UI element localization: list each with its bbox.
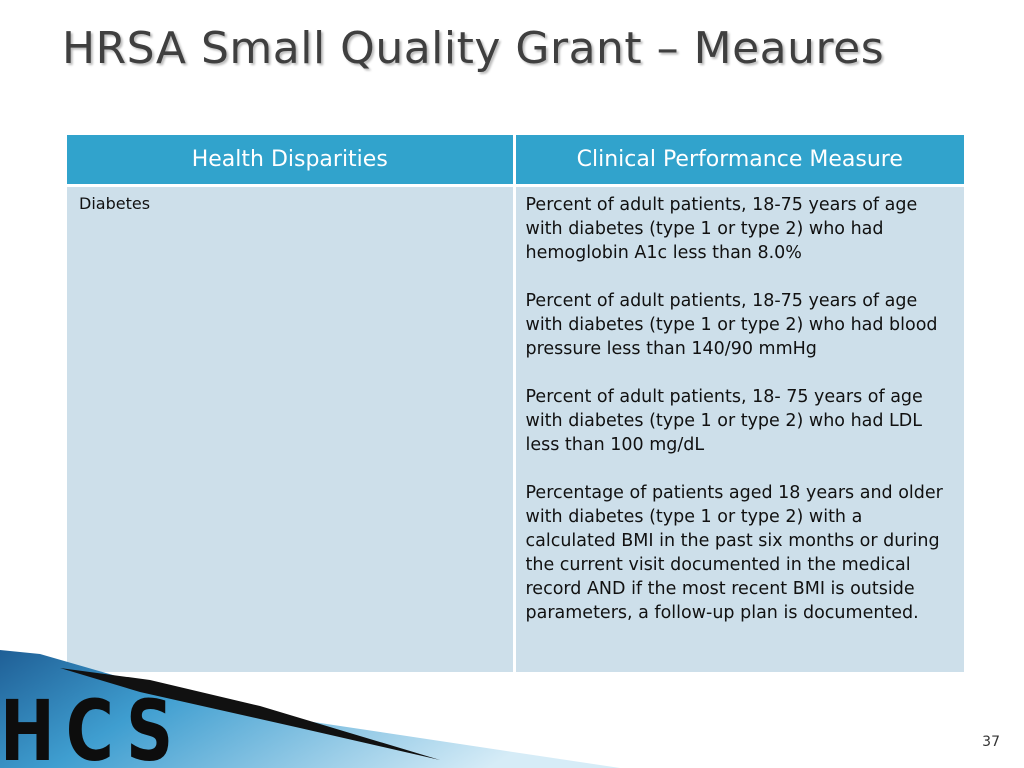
measure-blood-pressure: Percent of adult patients, 18-75 years o… (525, 291, 938, 359)
table-header-row: Health Disparities Clinical Performance … (67, 135, 964, 187)
header-health-disparities: Health Disparities (67, 135, 516, 187)
slide-title: HRSA Small Quality Grant – Meaures (62, 23, 885, 74)
measures-cell: Percent of adult patients, 18-75 years o… (515, 187, 964, 672)
measure-bmi: Percentage of patients aged 18 years and… (525, 483, 943, 623)
hcs-logo: HCS (0, 650, 620, 768)
measures-table: Health Disparities Clinical Performance … (67, 135, 964, 672)
measure-ldl: Percent of adult patients, 18- 75 years … (525, 387, 923, 455)
logo-swoosh-blue (0, 650, 620, 768)
disparity-cell: Diabetes (67, 187, 516, 672)
logo-swoosh-dark (60, 668, 440, 760)
logo-text: HCS (0, 682, 184, 768)
table-row: Diabetes Percent of adult patients, 18-7… (67, 187, 964, 672)
page-number: 37 (982, 734, 1000, 750)
measure-a1c: Percent of adult patients, 18-75 years o… (525, 195, 918, 263)
header-clinical-performance-measure: Clinical Performance Measure (515, 135, 964, 187)
